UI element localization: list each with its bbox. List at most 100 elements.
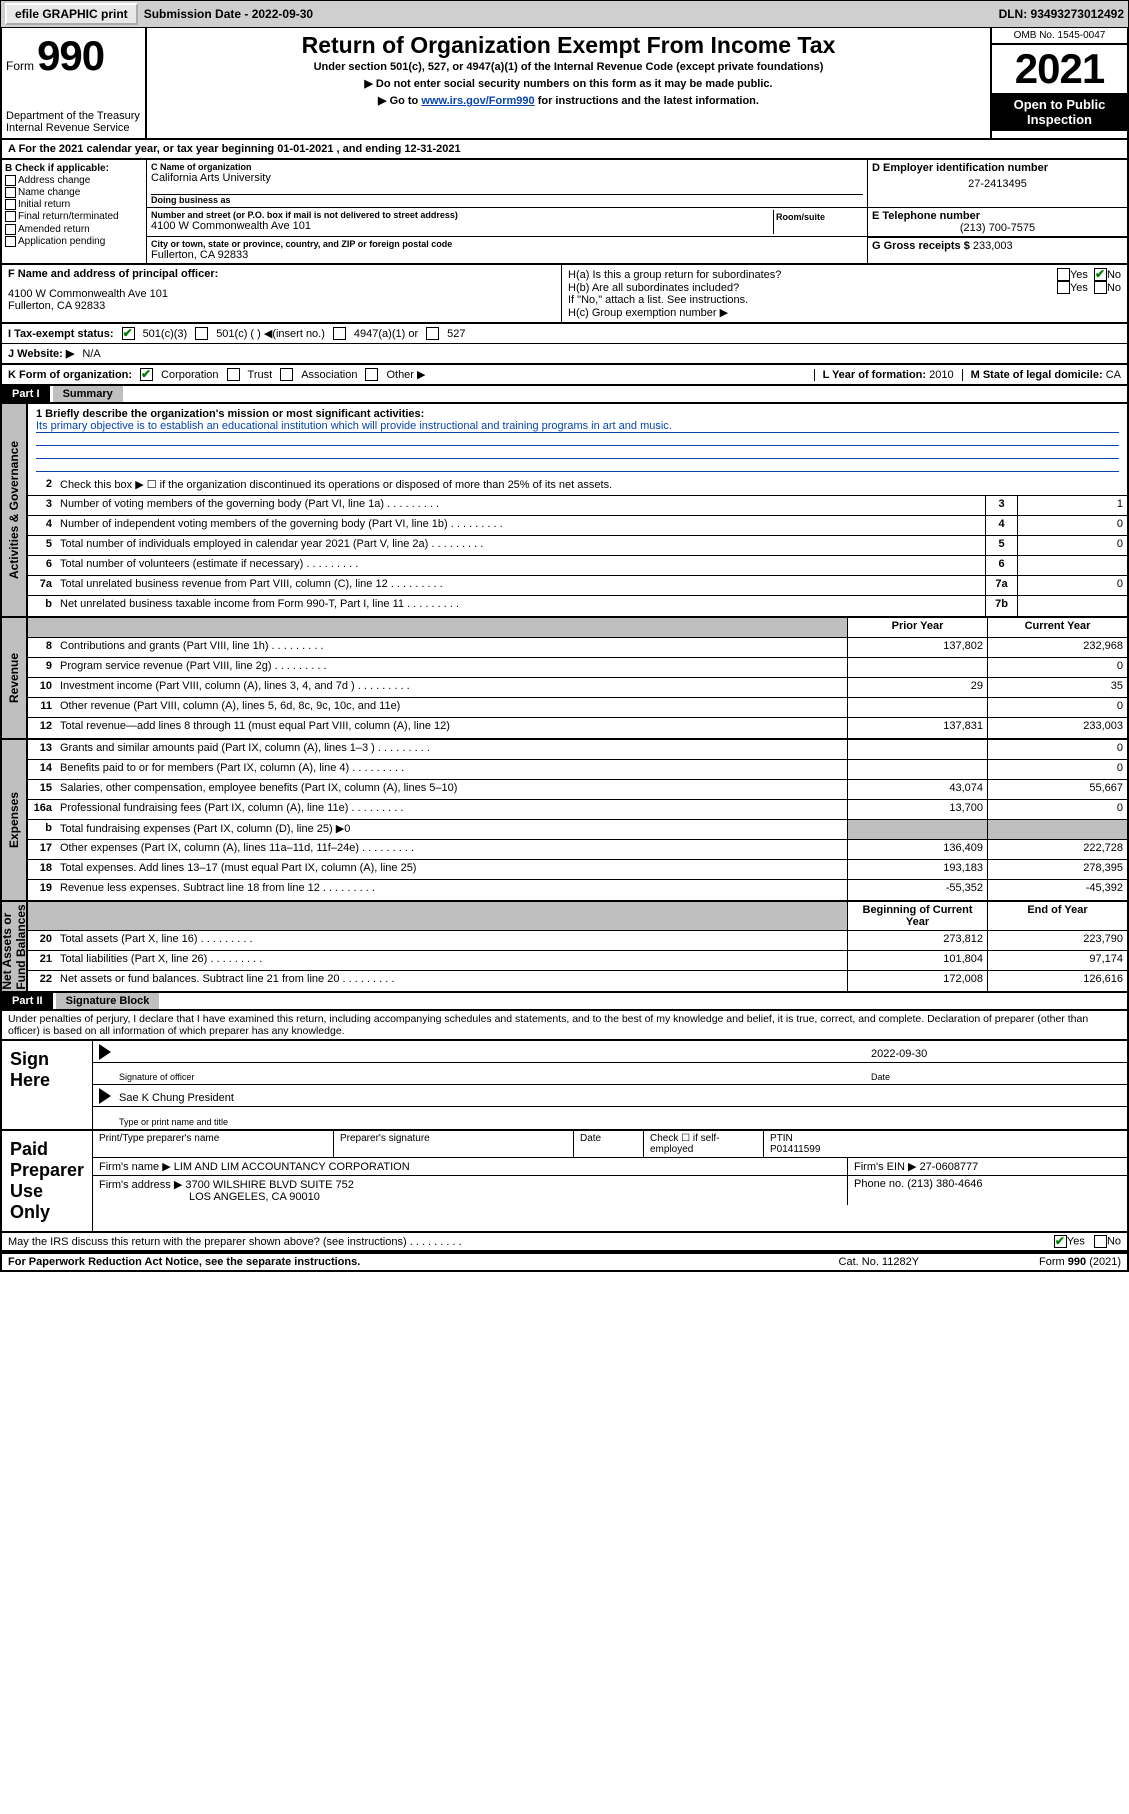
line22-begin: 172,008	[847, 971, 987, 991]
chk-initial-return[interactable]: Initial return	[5, 199, 143, 210]
part2-title: Signature Block	[56, 993, 160, 1009]
vlabel-governance: Activities & Governance	[2, 404, 28, 616]
box-f: F Name and address of principal officer:…	[2, 265, 562, 322]
part2-bar: Part II Signature Block	[0, 993, 1129, 1011]
perjury-text: Under penalties of perjury, I declare th…	[0, 1011, 1129, 1041]
gross-receipts: 233,003	[973, 240, 1013, 252]
hdr-end: End of Year	[987, 902, 1127, 930]
prep-selfemp: Check ☐ if self-employed	[643, 1131, 763, 1158]
box-b-title: B Check if applicable:	[5, 163, 143, 174]
part1-title: Summary	[53, 386, 123, 402]
line9-prior	[847, 658, 987, 677]
firm-name-cell: Firm's name ▶ LIM AND LIM ACCOUNTANCY CO…	[93, 1158, 847, 1176]
firm-phone-cell: Phone no. (213) 380-4646	[847, 1176, 1127, 1205]
line6-val	[1017, 556, 1127, 575]
sig-officer-label: Signature of officer	[119, 1072, 863, 1082]
sec-expenses: Expenses 13Grants and similar amounts pa…	[0, 740, 1129, 902]
discuss-no[interactable]	[1094, 1235, 1107, 1248]
chk-trust[interactable]	[227, 368, 240, 381]
prep-name-hdr: Print/Type preparer's name	[93, 1131, 333, 1158]
box-c-name: C Name of organization California Arts U…	[147, 160, 867, 207]
hb-yes[interactable]	[1057, 281, 1070, 294]
omb-number: OMB No. 1545-0047	[992, 28, 1127, 45]
hdr-curr: Current Year	[987, 618, 1127, 637]
header-right: OMB No. 1545-0047 2021 Open to Public In…	[992, 28, 1127, 138]
chk-assoc[interactable]	[280, 368, 293, 381]
hdr-prior: Prior Year	[847, 618, 987, 637]
officer-addr2: Fullerton, CA 92833	[8, 300, 555, 312]
year-formation: 2010	[929, 369, 953, 381]
sign-here-section: Sign Here 2022-09-30 Signature of office…	[0, 1041, 1129, 1131]
irs-link[interactable]: www.irs.gov/Form990	[421, 95, 534, 107]
line11-prior	[847, 698, 987, 717]
discuss-yes[interactable]	[1054, 1235, 1067, 1248]
paid-preparer-section: Paid Preparer Use Only Print/Type prepar…	[0, 1131, 1129, 1233]
part1-bar: Part I Summary	[0, 386, 1129, 404]
line8-curr: 232,968	[987, 638, 1127, 657]
line22-end: 126,616	[987, 971, 1127, 991]
line12-curr: 233,003	[987, 718, 1127, 738]
chk-amended-return[interactable]: Amended return	[5, 224, 143, 235]
mission-box: 1 Briefly describe the organization's mi…	[28, 404, 1127, 476]
ha-no[interactable]	[1094, 268, 1107, 281]
hb-no[interactable]	[1094, 281, 1107, 294]
chk-name-change[interactable]: Name change	[5, 187, 143, 198]
line7b-val	[1017, 596, 1127, 616]
org-name: California Arts University	[151, 172, 863, 184]
chk-501c[interactable]	[195, 327, 208, 340]
line13-curr: 0	[987, 740, 1127, 759]
dln-number: DLN: 93493273012492	[999, 7, 1124, 21]
ha-yes[interactable]	[1057, 268, 1070, 281]
box-h: H(a) Is this a group return for subordin…	[562, 265, 1127, 322]
chk-corp[interactable]	[140, 368, 153, 381]
chk-4947[interactable]	[333, 327, 346, 340]
city-state-zip: Fullerton, CA 92833	[151, 249, 863, 261]
dept-treasury: Department of the Treasury Internal Reve…	[6, 110, 141, 134]
line20-begin: 273,812	[847, 931, 987, 950]
efile-print-button[interactable]: efile GRAPHIC print	[5, 3, 138, 25]
sign-here-label: Sign Here	[2, 1041, 92, 1129]
prep-sig-hdr: Preparer's signature	[333, 1131, 573, 1158]
chk-501c3[interactable]	[122, 327, 135, 340]
line13-prior	[847, 740, 987, 759]
header-left: Form 990 Department of the Treasury Inte…	[2, 28, 147, 138]
part2-hdr: Part II	[2, 993, 53, 1009]
telephone: (213) 700-7575	[872, 222, 1123, 234]
sign-date: 2022-09-30	[871, 1048, 1121, 1060]
name-label: Type or print name and title	[119, 1117, 228, 1127]
line19-curr: -45,392	[987, 880, 1127, 900]
ein-value: 27-2413495	[872, 174, 1123, 194]
efile-top-bar: efile GRAPHIC print Submission Date - 20…	[0, 0, 1129, 28]
sec-revenue: Revenue Prior YearCurrent Year 8Contribu…	[0, 618, 1129, 740]
line21-begin: 101,804	[847, 951, 987, 970]
form-subtitle-3: ▶ Go to www.irs.gov/Form990 for instruct…	[151, 94, 986, 107]
prep-date-hdr: Date	[573, 1131, 643, 1158]
firm-addr-cell: Firm's address ▶ 3700 WILSHIRE BLVD SUIT…	[93, 1176, 847, 1205]
street-address: 4100 W Commonwealth Ave 101	[151, 220, 773, 232]
cat-no: Cat. No. 11282Y	[839, 1256, 920, 1268]
website-value: N/A	[82, 348, 100, 360]
mission-line	[36, 459, 1119, 472]
line18-prior: 193,183	[847, 860, 987, 879]
signature-arrow-icon	[99, 1088, 111, 1104]
line16b-curr	[987, 820, 1127, 839]
box-b-checkboxes: B Check if applicable: Address change Na…	[2, 160, 147, 263]
row-i: I Tax-exempt status: 501(c)(3) 501(c) ( …	[0, 324, 1129, 344]
form-title: Return of Organization Exempt From Incom…	[151, 32, 986, 59]
vlabel-expenses: Expenses	[2, 740, 28, 900]
row-j: J Website: ▶ N/A	[0, 344, 1129, 365]
chk-527[interactable]	[426, 327, 439, 340]
part1-hdr: Part I	[2, 386, 50, 402]
chk-app-pending[interactable]: Application pending	[5, 236, 143, 247]
chk-address-change[interactable]: Address change	[5, 175, 143, 186]
chk-final-return[interactable]: Final return/terminated	[5, 211, 143, 222]
form-number: 990	[37, 32, 104, 79]
line16a-prior: 13,700	[847, 800, 987, 819]
discuss-row: May the IRS discuss this return with the…	[0, 1233, 1129, 1252]
chk-other[interactable]	[365, 368, 378, 381]
mission-text: Its primary objective is to establish an…	[36, 420, 1119, 433]
line3-val: 1	[1017, 496, 1127, 515]
prep-ptin: PTIN P01411599	[763, 1131, 1127, 1158]
line17-curr: 222,728	[987, 840, 1127, 859]
line16b-prior	[847, 820, 987, 839]
